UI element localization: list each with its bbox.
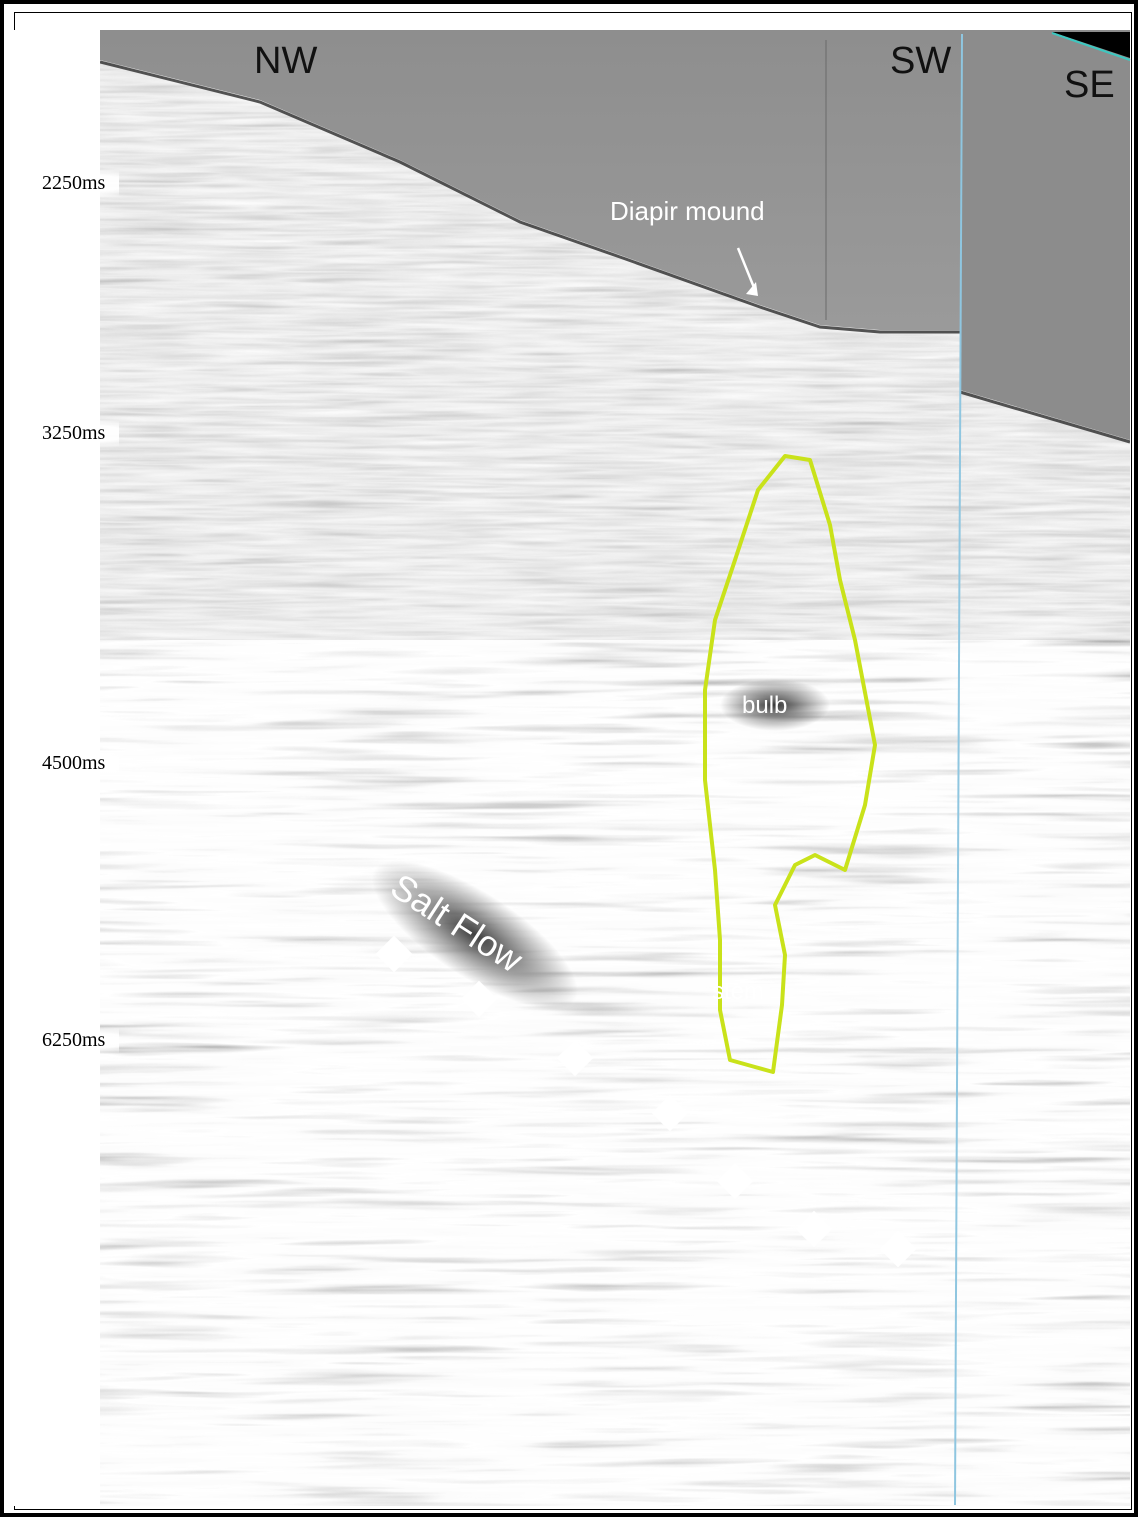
seafloor-reflector	[100, 60, 960, 334]
diapir-outline	[703, 454, 877, 1074]
time-tick-2250: 2250ms	[38, 170, 120, 197]
mound-arrow-head	[746, 282, 758, 296]
direction-label-se: SE	[1064, 64, 1115, 106]
salt-flow-marker	[651, 1094, 689, 1132]
direction-label-nw: NW	[254, 40, 318, 82]
stem-label: stem	[712, 978, 765, 1005]
time-tick-4500: 4500ms	[38, 750, 120, 777]
salt-flow-marker	[460, 980, 498, 1018]
salt-flow-marker	[556, 1039, 594, 1077]
salt-flow-markers	[375, 935, 917, 1268]
water-column	[100, 30, 1130, 330]
panel-divider	[954, 33, 963, 1506]
salt-flow-marker	[879, 1230, 917, 1268]
time-tick-6250: 6250ms	[38, 1027, 120, 1054]
water-column-right-panel	[960, 30, 1130, 440]
mound-arrow-shaft	[736, 247, 757, 291]
direction-label-sw: SW	[890, 40, 952, 82]
time-tick-3250: 3250ms	[38, 420, 120, 447]
top-right-wedge	[1052, 32, 1130, 58]
bulb-shadow	[720, 679, 830, 731]
bulb-label: bulb	[742, 692, 788, 719]
salt-flow-marker	[795, 1210, 833, 1248]
salt-flow-marker	[375, 935, 413, 973]
seafloor-reflector-right	[959, 390, 1130, 444]
salt-flow-shadow	[371, 860, 579, 1010]
top-right-wedge-edge	[1051, 32, 1131, 61]
salt-flow-marker	[716, 1162, 754, 1200]
diapir-mound-label: Diapir mound	[610, 196, 765, 226]
